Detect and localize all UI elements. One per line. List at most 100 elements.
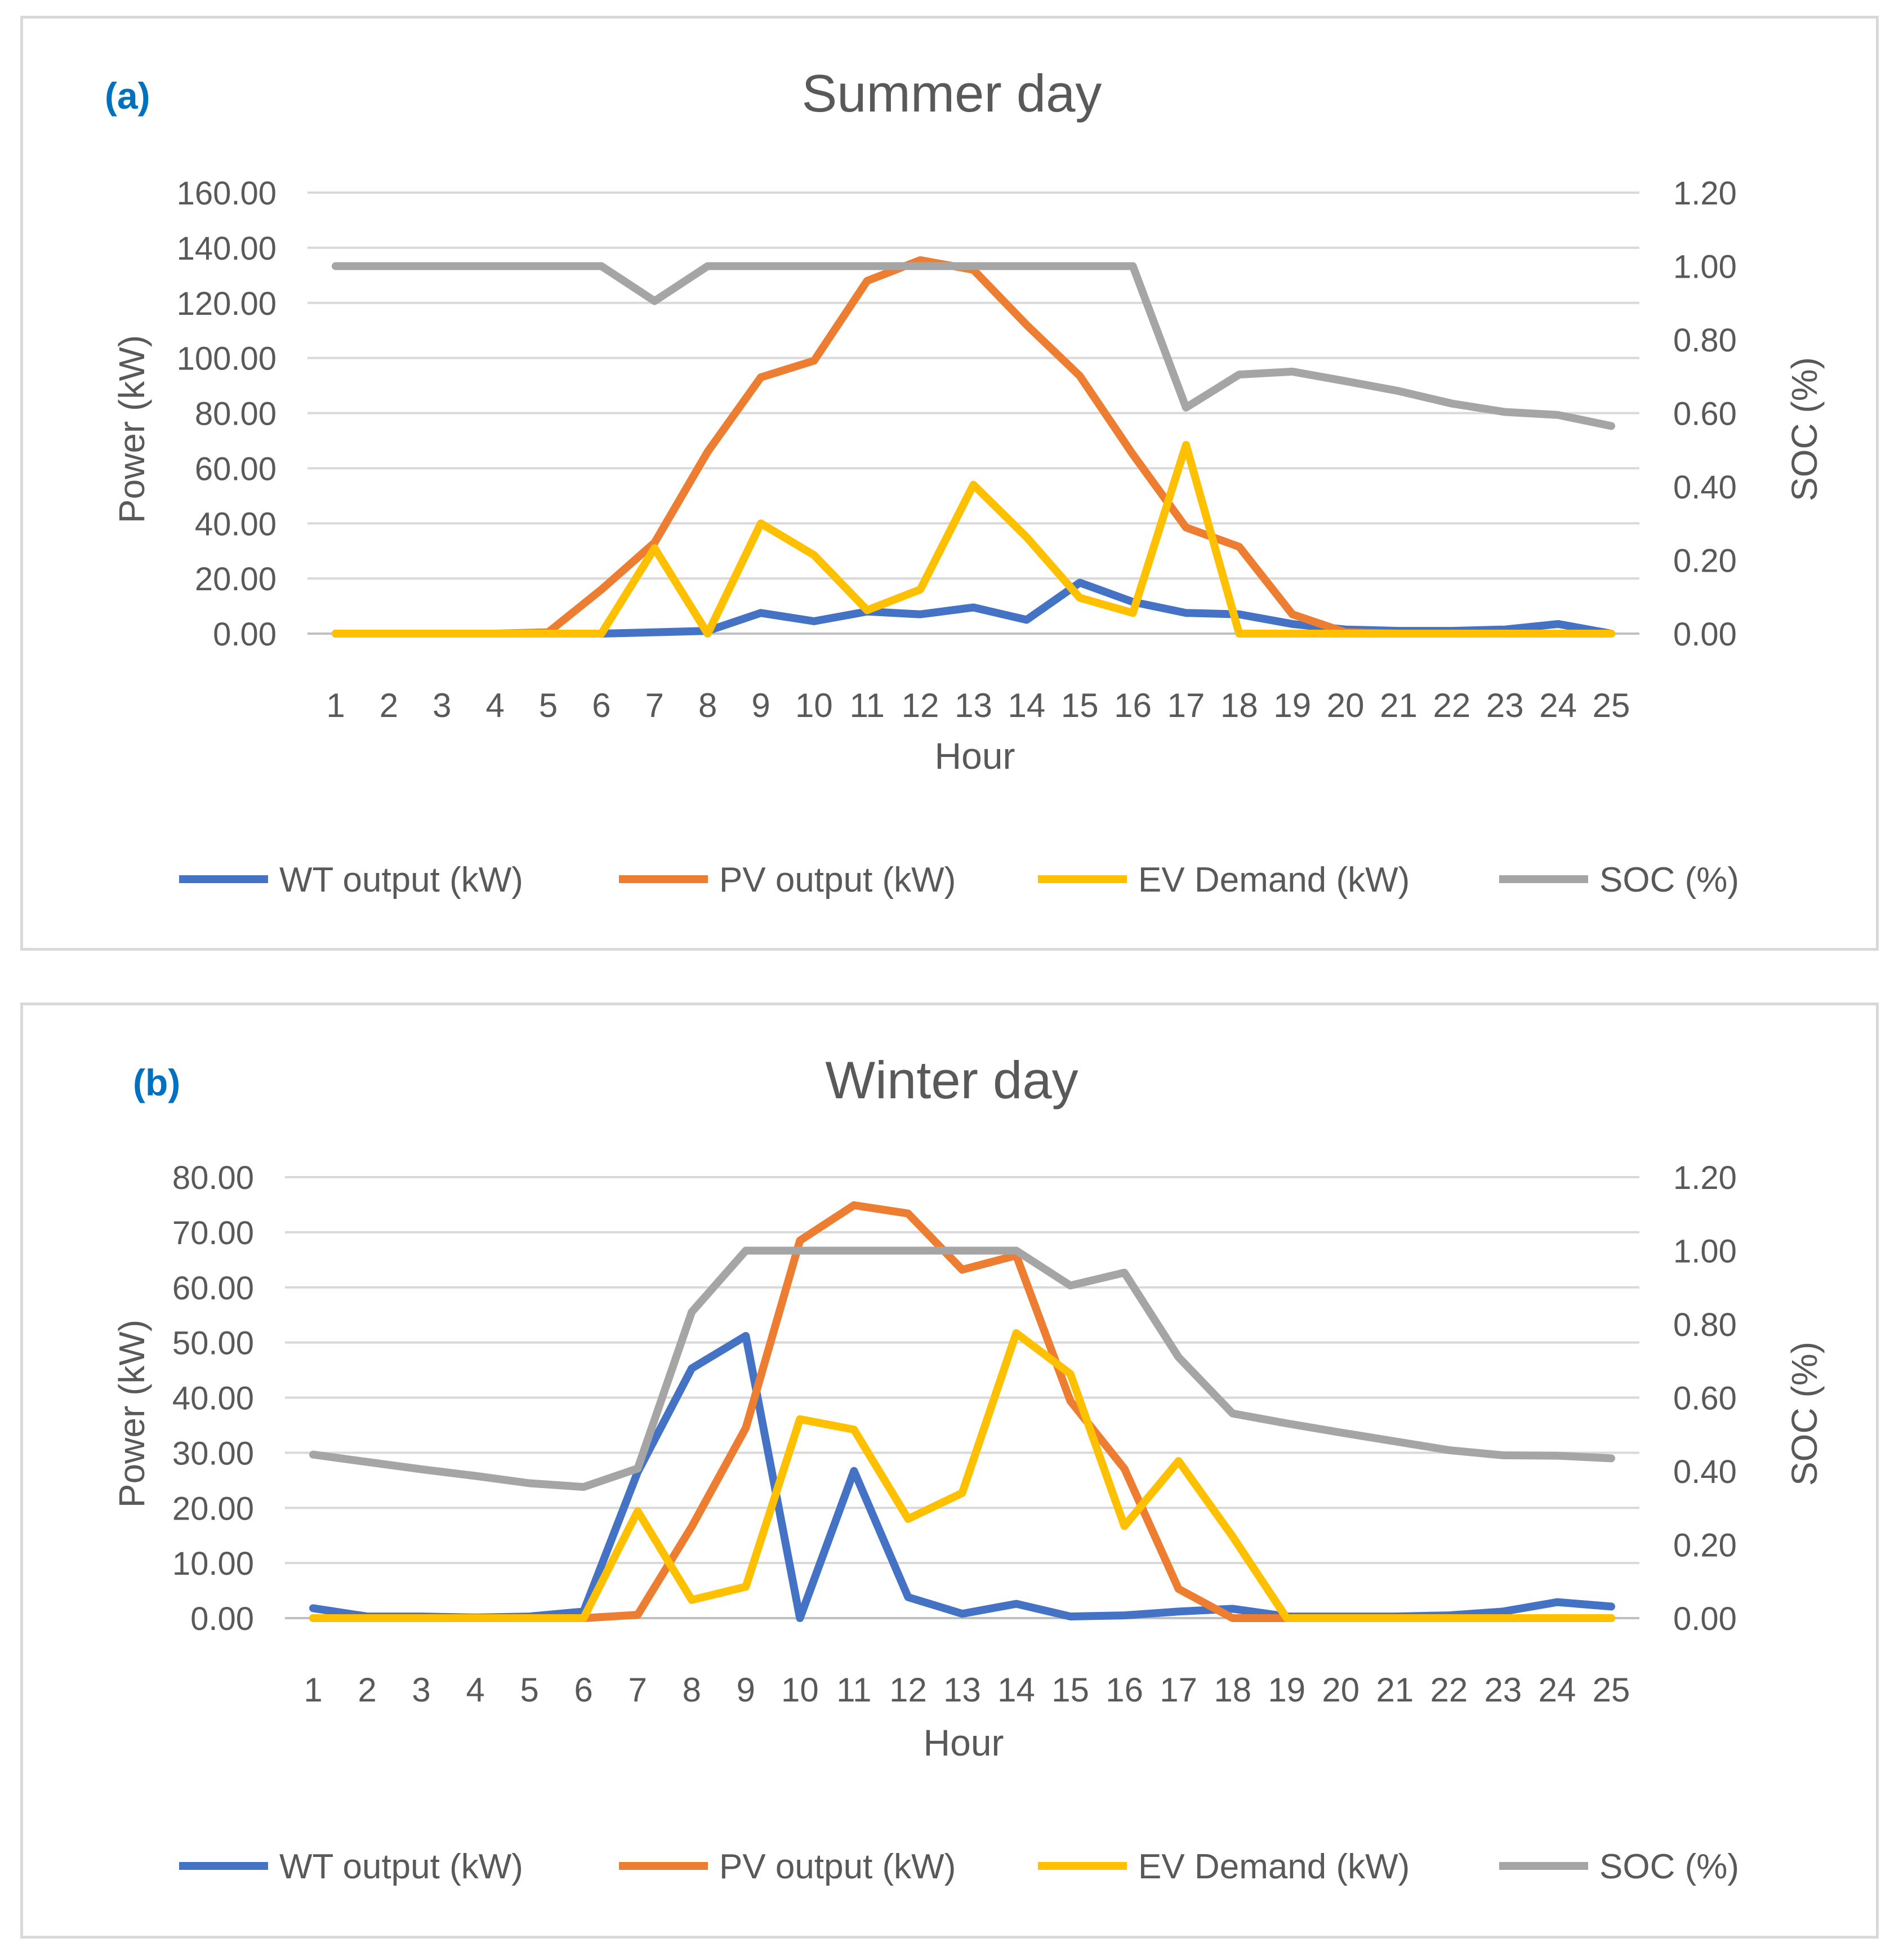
x-tick-label: 17 (1160, 1671, 1197, 1709)
x-tick-label: 7 (628, 1671, 647, 1709)
legend-label-pv: PV output (kW) (719, 861, 956, 899)
x-tick-label: 15 (1051, 1671, 1089, 1709)
y-axis-title: Power (kW) (112, 1320, 152, 1508)
y-tick-label: 0.00 (213, 616, 277, 653)
x-tick-label: 7 (645, 687, 664, 724)
y2-tick-label: 0.40 (1673, 469, 1737, 506)
y-tick-label: 160.00 (177, 175, 277, 212)
panel-label-a: (a) (105, 75, 150, 117)
x-tick-label: 2 (380, 687, 398, 724)
x-tick-label: 15 (1061, 687, 1099, 724)
y2-tick-label: 1.00 (1673, 1233, 1737, 1270)
y2-axis-title: SOC (%) (1784, 357, 1825, 501)
y-tick-label: 140.00 (177, 230, 277, 267)
x-tick-label: 19 (1268, 1671, 1305, 1709)
x-tick-label: 24 (1539, 687, 1577, 724)
summer-chart-panel: 0.00 20.00 40.00 60.00 80.00 100.00 120.00 140.… (20, 16, 1879, 951)
legend-label-wt: WT output (kW) (279, 1847, 523, 1886)
legend-label-ev: EV Demand (kW) (1138, 861, 1410, 899)
winter-chart-svg: 0.0010.0020.0030.0040.0050.0060.0070.008… (112, 1050, 1825, 1886)
series-line-wt (332, 578, 1615, 638)
x-tick-label: 23 (1486, 687, 1524, 724)
x-tick-label: 16 (1114, 687, 1152, 724)
x-tick-label: 21 (1376, 1671, 1414, 1709)
plot-area: 0.0020.0040.0060.0080.00100.00120.00140.… (177, 175, 1737, 724)
x-tick-label: 13 (943, 1671, 981, 1709)
y-axis-title: Power (kW) (112, 335, 152, 523)
x-tick-label: 8 (698, 687, 717, 724)
x-tick-label: 14 (997, 1671, 1035, 1709)
y-tick-label: 80.00 (195, 396, 277, 433)
series-line-soc (309, 1246, 1615, 1491)
series-line-ev (309, 1329, 1615, 1622)
y2-tick-label: 1.20 (1673, 175, 1737, 212)
y2-tick-label: 0.60 (1673, 1380, 1737, 1417)
x-tick-label: 25 (1593, 687, 1630, 724)
x-tick-label: 9 (737, 1671, 755, 1709)
y-tick-label: 40.00 (195, 506, 277, 542)
x-tick-label: 1 (304, 1671, 322, 1709)
x-tick-label: 10 (795, 687, 833, 724)
y2-tick-label: 0.40 (1673, 1454, 1737, 1490)
x-tick-label: 5 (520, 1671, 538, 1709)
legend: WT output (kW) PV output (kW) EV Demand … (179, 861, 1739, 899)
x-tick-label: 10 (781, 1671, 819, 1709)
x-tick-label: 4 (485, 687, 504, 724)
x-tick-label: 6 (592, 687, 610, 724)
y2-tick-label: 0.80 (1673, 1307, 1737, 1343)
plot-area: 0.0010.0020.0030.0040.0050.0060.0070.008… (172, 1160, 1737, 1709)
y-tick-label: 30.00 (172, 1435, 254, 1472)
x-tick-label: 21 (1380, 687, 1417, 724)
winter-chart-panel: 0.00 10.00 20.00 30.00 40.00 50.00 60.00 70.00 8… (20, 1003, 1879, 1939)
y-tick-label: 80.00 (172, 1160, 254, 1196)
x-tick-label: 11 (836, 1671, 871, 1709)
x-tick-label: 23 (1485, 1671, 1522, 1709)
x-tick-label: 12 (889, 1671, 927, 1709)
x-tick-label: 16 (1105, 1671, 1143, 1709)
y2-tick-label: 0.60 (1673, 396, 1737, 433)
x-tick-label: 2 (358, 1671, 376, 1709)
x-tick-label: 17 (1167, 687, 1205, 724)
y-tick-label: 60.00 (172, 1270, 254, 1307)
x-tick-label: 14 (1008, 687, 1046, 724)
legend: WT output (kW) PV output (kW) EV Demand … (179, 1847, 1739, 1886)
x-tick-label: 8 (683, 1671, 701, 1709)
x-tick-label: 5 (539, 687, 558, 724)
y-tick-label: 10.00 (172, 1545, 254, 1582)
y-tick-label: 20.00 (172, 1490, 254, 1527)
y2-tick-label: 0.20 (1673, 543, 1737, 580)
legend-label-soc: SOC (%) (1599, 861, 1739, 899)
y-tick-label: 50.00 (172, 1325, 254, 1362)
y-tick-label: 70.00 (172, 1215, 254, 1251)
x-tick-label: 12 (902, 687, 939, 724)
y2-tick-label: 1.00 (1673, 249, 1737, 286)
legend-label-soc: SOC (%) (1599, 1847, 1739, 1886)
x-tick-label: 20 (1322, 1671, 1359, 1709)
y-tick-label: 0.00 (190, 1601, 254, 1637)
y-tick-label: 60.00 (195, 451, 277, 487)
x-tick-label: 3 (433, 687, 451, 724)
legend-label-wt: WT output (kW) (279, 861, 523, 899)
x-tick-label: 4 (466, 1671, 484, 1709)
x-axis-title: Hour (923, 1722, 1004, 1763)
x-tick-label: 25 (1593, 1671, 1630, 1709)
y2-tick-label: 0.20 (1673, 1527, 1737, 1564)
x-tick-label: 1 (326, 687, 345, 724)
y-tick-label: 40.00 (172, 1380, 254, 1417)
legend-label-pv: PV output (kW) (719, 1847, 956, 1886)
summer-chart-svg: 0.0020.0040.0060.0080.00100.00120.00140.… (105, 64, 1825, 899)
y2-tick-label: 0.80 (1673, 322, 1737, 359)
legend-label-ev: EV Demand (kW) (1138, 1847, 1410, 1886)
x-tick-label: 3 (412, 1671, 430, 1709)
x-tick-label: 18 (1220, 687, 1258, 724)
chart-title: Summer day (802, 64, 1102, 123)
y2-tick-label: 0.00 (1673, 1601, 1737, 1637)
y-tick-label: 20.00 (195, 561, 277, 598)
x-axis-title: Hour (934, 735, 1015, 777)
series-line-soc (332, 262, 1615, 430)
x-tick-label: 13 (955, 687, 992, 724)
series-line-pv (309, 1201, 1615, 1622)
x-tick-label: 19 (1273, 687, 1311, 724)
x-tick-label: 18 (1214, 1671, 1251, 1709)
y2-tick-label: 1.20 (1673, 1160, 1737, 1196)
